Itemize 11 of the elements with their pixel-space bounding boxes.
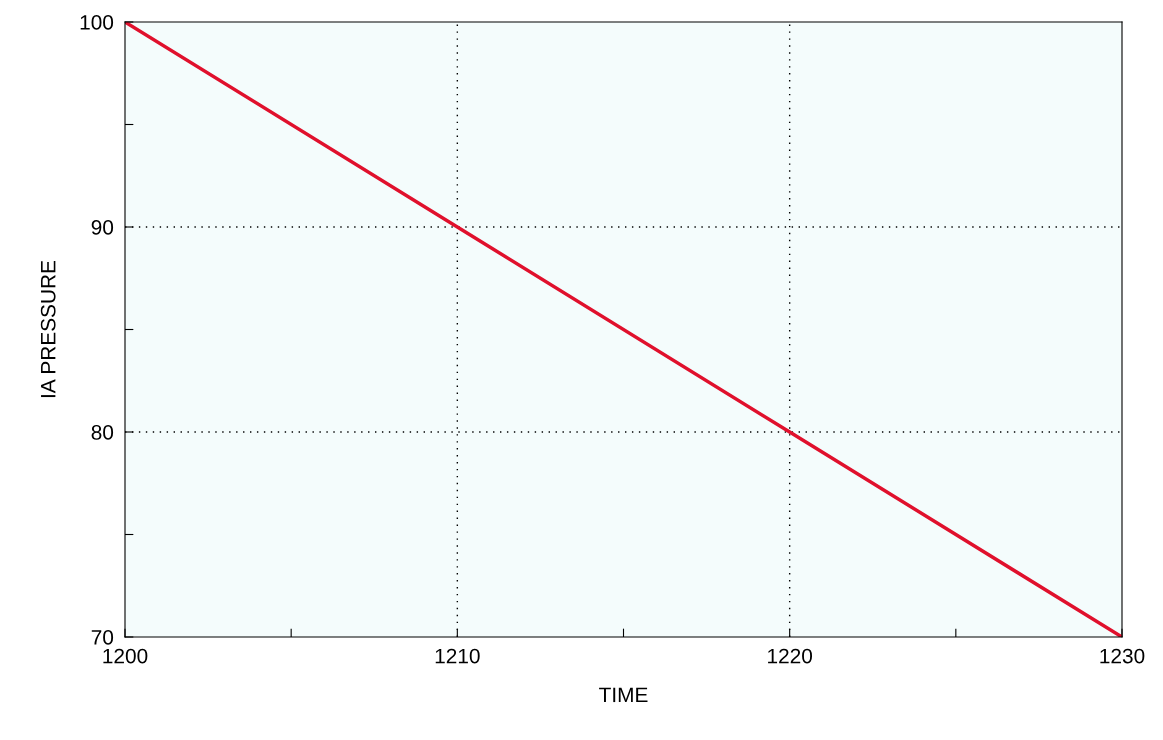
y-tick-label: 100 — [80, 15, 114, 30]
line-series — [125, 22, 1122, 637]
x-tick-label: 1210 — [435, 648, 480, 664]
y-axis-title: IA PRESSURE — [40, 260, 56, 398]
y-tick-label: 80 — [91, 425, 114, 440]
y-tick-label: 90 — [91, 220, 114, 235]
x-axis-title: TIME — [599, 687, 648, 703]
y-tick-label: 70 — [91, 630, 114, 645]
x-tick-label: 1200 — [103, 648, 148, 664]
x-tick-label: 1220 — [768, 648, 813, 664]
x-tick-label: 1230 — [1100, 648, 1145, 664]
